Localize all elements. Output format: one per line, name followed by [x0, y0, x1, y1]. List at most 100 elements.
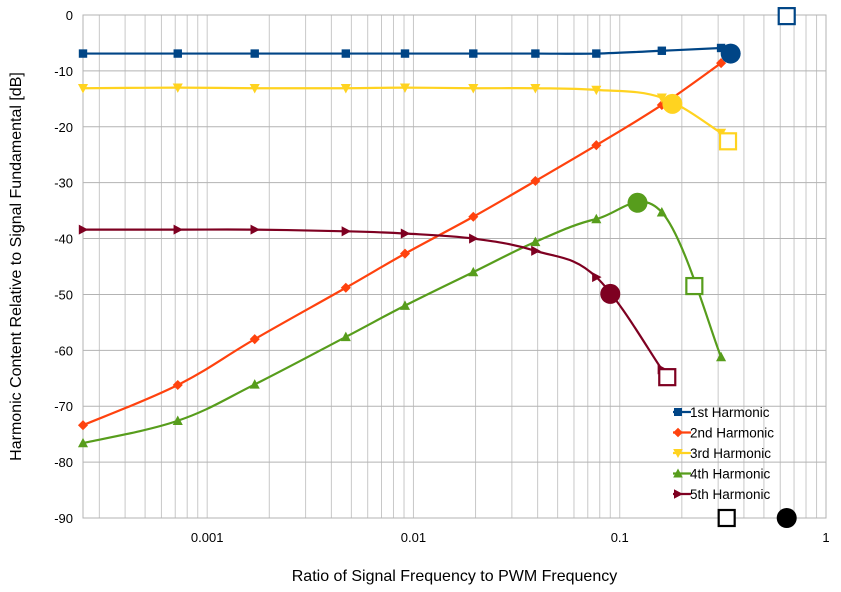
- series-1st-harmonic: [78, 43, 726, 58]
- data-point-5th-harmonic: [341, 226, 352, 237]
- data-point-3rd-harmonic: [656, 93, 667, 103]
- series-5th-harmonic: [78, 224, 668, 375]
- legend-item-4th-harmonic: 4th Harmonic: [673, 467, 771, 482]
- legend-swatch-marker: [673, 468, 683, 478]
- highlight-circle-4th-harmonic: [627, 192, 648, 213]
- highlight-circle-3rd-harmonic: [662, 93, 683, 114]
- data-point-4th-harmonic: [530, 236, 541, 247]
- y-tick-label: -10: [54, 64, 73, 79]
- highlight-square-5th-harmonic: [658, 368, 677, 387]
- series-line-1st-harmonic: [83, 46, 722, 55]
- data-point-5th-harmonic: [531, 245, 541, 256]
- data-point-2nd-harmonic: [399, 248, 411, 259]
- data-point-3rd-harmonic: [468, 84, 479, 94]
- data-point-3rd-harmonic: [77, 84, 89, 94]
- data-point-4th-harmonic: [77, 437, 89, 448]
- y-tick-label: -90: [54, 511, 73, 526]
- data-point-4th-harmonic: [716, 351, 727, 362]
- data-point-1st-harmonic: [657, 46, 667, 55]
- data-point-4th-harmonic: [340, 331, 351, 342]
- data-point-4th-harmonic: [399, 300, 411, 310]
- legend-item-2nd-harmonic: 2nd Harmonic: [673, 426, 774, 441]
- data-point-2nd-harmonic: [249, 334, 260, 345]
- legend-label: 5th Harmonic: [690, 487, 771, 502]
- series-3rd-harmonic: [77, 83, 727, 139]
- data-point-1st-harmonic: [78, 49, 88, 58]
- data-point-2nd-harmonic: [591, 140, 602, 151]
- data-point-3rd-harmonic: [340, 84, 351, 94]
- data-point-3rd-harmonic: [530, 84, 541, 94]
- data-point-4th-harmonic: [172, 415, 183, 425]
- x-tick-label: 1: [822, 530, 829, 545]
- data-point-5th-harmonic: [78, 224, 89, 235]
- y-tick-label: 0: [66, 8, 73, 23]
- legend-swatch-marker: [674, 408, 682, 416]
- data-point-5th-harmonic: [400, 228, 411, 239]
- data-point-3rd-harmonic: [399, 83, 411, 93]
- highlight-circle-black: [776, 508, 797, 528]
- data-point-2nd-harmonic: [340, 282, 351, 293]
- data-point-1st-harmonic: [173, 49, 182, 58]
- highlight-square-4th-harmonic: [685, 276, 704, 296]
- series-line-2nd-harmonic: [82, 62, 722, 427]
- legend-label: 4th Harmonic: [690, 467, 771, 482]
- data-point-3rd-harmonic: [591, 85, 602, 96]
- x-tick-label: 0.01: [401, 530, 426, 545]
- plot-area-frame: [82, 14, 827, 519]
- y-axis-tick-labels: 0 -10 -20 -30 -40 -50 -60 -70 -80 -90: [54, 8, 73, 526]
- data-point-2nd-harmonic: [172, 379, 183, 391]
- data-point-5th-harmonic: [469, 233, 479, 244]
- series-4th-harmonic: [77, 200, 727, 448]
- data-point-1st-harmonic: [716, 43, 726, 53]
- data-point-4th-harmonic: [591, 213, 602, 224]
- x-axis-title: Ratio of Signal Frequency to PWM Frequen…: [292, 568, 617, 585]
- data-point-1st-harmonic: [341, 49, 351, 58]
- series-layer: [77, 43, 727, 448]
- data-point-4th-harmonic: [656, 207, 667, 217]
- data-point-5th-harmonic: [250, 224, 260, 235]
- series-line-4th-harmonic: [82, 200, 723, 445]
- data-point-2nd-harmonic: [77, 420, 89, 431]
- y-tick-label: -80: [54, 455, 73, 470]
- y-tick-label: -30: [54, 176, 73, 191]
- data-point-1st-harmonic: [531, 49, 540, 58]
- data-point-2nd-harmonic: [656, 99, 667, 111]
- data-point-2nd-harmonic: [530, 175, 541, 187]
- y-tick-label: -70: [54, 399, 73, 414]
- highlight-circle-1st-harmonic: [720, 43, 741, 64]
- legend-label: 2nd Harmonic: [690, 426, 774, 441]
- highlight-markers: [600, 7, 797, 528]
- legend-label: 3rd Harmonic: [690, 446, 771, 461]
- legend: 1st Harmonic 2nd Harmonic 3rd Harmonic 4th …: [673, 405, 774, 502]
- data-point-1st-harmonic: [592, 49, 601, 58]
- data-point-1st-harmonic: [469, 49, 478, 58]
- legend-item-5th-harmonic: 5th Harmonic: [673, 487, 771, 502]
- legend-swatch-marker: [674, 489, 683, 499]
- data-point-5th-harmonic: [173, 224, 184, 235]
- legend-item-3rd-harmonic: 3rd Harmonic: [673, 446, 771, 461]
- highlight-square-black: [717, 508, 736, 528]
- data-point-3rd-harmonic: [249, 84, 260, 94]
- data-point-4th-harmonic: [249, 379, 260, 389]
- x-tick-label: 0.1: [611, 530, 629, 545]
- data-point-4th-harmonic: [468, 266, 479, 277]
- data-point-1st-harmonic: [250, 49, 259, 58]
- highlight-circle-5th-harmonic: [600, 283, 621, 304]
- y-tick-label: -20: [54, 120, 73, 135]
- legend-item-1st-harmonic: 1st Harmonic: [673, 405, 770, 420]
- x-tick-label: 0.001: [191, 530, 224, 545]
- highlight-square-3rd-harmonic: [718, 132, 738, 151]
- legend-swatch-marker: [673, 427, 683, 438]
- legend-label: 1st Harmonic: [690, 405, 770, 420]
- y-tick-label: -60: [54, 343, 73, 358]
- legend-swatch-marker: [673, 449, 683, 458]
- data-point-5th-harmonic: [592, 272, 602, 283]
- y-tick-label: -40: [54, 232, 73, 247]
- y-axis-title: Harmonic Content Relative to Signal Fund…: [8, 72, 25, 461]
- data-point-3rd-harmonic: [172, 83, 183, 93]
- y-tick-label: -50: [54, 287, 73, 302]
- series-line-3rd-harmonic: [82, 86, 722, 134]
- x-axis-tick-labels: 0.001 0.01 0.1 1: [191, 530, 830, 545]
- data-point-1st-harmonic: [400, 49, 410, 58]
- highlight-square-1st-harmonic: [777, 7, 796, 26]
